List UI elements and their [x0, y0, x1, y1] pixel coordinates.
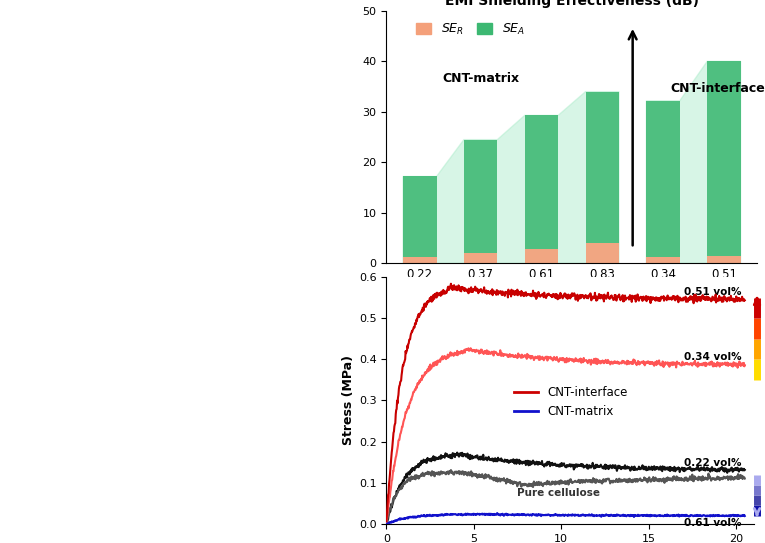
Text: CNT-interface: CNT-interface [670, 81, 765, 94]
Text: Pure cellulose: Pure cellulose [517, 488, 601, 498]
Polygon shape [403, 92, 619, 263]
Bar [707, 256, 741, 263]
Text: 0.51 vol%: 0.51 vol% [684, 287, 741, 298]
Bar [464, 140, 497, 253]
Bar [525, 116, 558, 249]
X-axis label: CNT Content (vol%): CNT Content (vol%) [510, 284, 633, 297]
Bar [403, 176, 437, 257]
Bar [464, 253, 497, 263]
Text: 0.34 vol%: 0.34 vol% [684, 352, 741, 362]
Polygon shape [646, 61, 741, 263]
Bar [646, 101, 680, 257]
Bar [707, 61, 741, 256]
Bar [525, 249, 558, 263]
Legend: CNT-interface, CNT-matrix: CNT-interface, CNT-matrix [509, 382, 633, 423]
Bar [403, 257, 437, 263]
Bar [585, 243, 619, 263]
Text: 0.22 vol%: 0.22 vol% [684, 458, 741, 468]
Title: EMI Shielding Effectiveness (dB): EMI Shielding Effectiveness (dB) [444, 0, 699, 8]
Bar [646, 257, 680, 263]
Y-axis label: Stress (MPa): Stress (MPa) [342, 356, 355, 445]
Text: 0.61 vol%: 0.61 vol% [684, 517, 741, 528]
Text: CNT-matrix: CNT-matrix [442, 72, 519, 85]
Legend: $SE_R$, $SE_A$: $SE_R$, $SE_A$ [411, 17, 530, 42]
Bar [585, 92, 619, 243]
